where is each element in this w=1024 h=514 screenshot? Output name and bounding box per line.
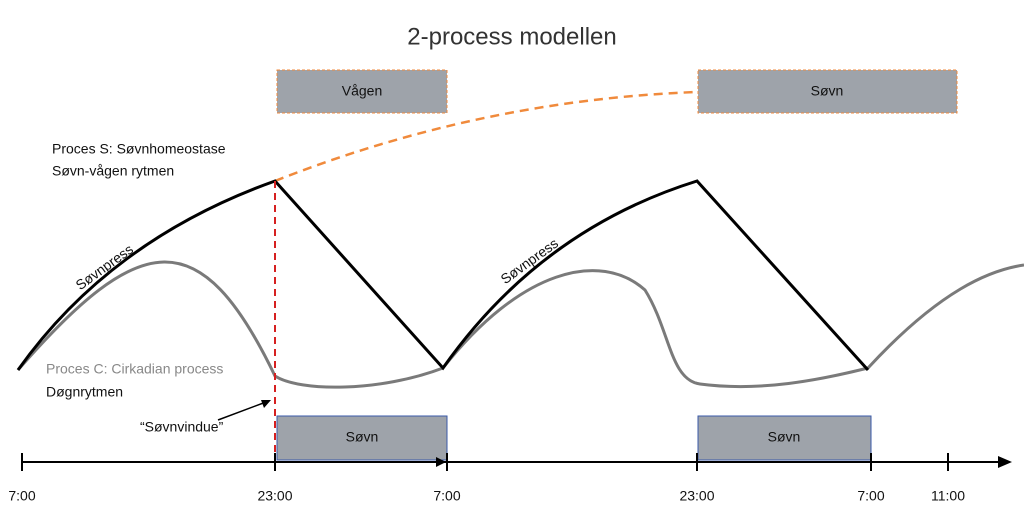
time-label: 7:00 [857, 488, 884, 504]
process-s-title: Proces S: Søvnhomeostase [52, 141, 226, 157]
window-label: “Søvnvindue” [140, 419, 224, 435]
time-label: 23:00 [257, 488, 292, 504]
axis-arrow [998, 456, 1012, 468]
box [276, 415, 448, 461]
box-label: Søvn [768, 429, 801, 445]
process-s-subtitle: Søvn-vågen rytmen [52, 163, 174, 179]
projection [274, 90, 698, 183]
process-c-title: Proces C: Cirkadian process [46, 361, 223, 377]
box-label: Vågen [342, 83, 382, 99]
pointer [217, 401, 267, 421]
time-label: 23:00 [679, 488, 714, 504]
box [697, 69, 958, 114]
process-s-curve [16, 179, 870, 372]
process-c-subtitle: Døgnrytmen [46, 384, 123, 400]
box-label: Søvn [346, 429, 379, 445]
ticks: 7:00 23:00 7:00 23:00 7:00 11:00 [8, 453, 965, 504]
time-label: 7:00 [433, 488, 460, 504]
axis-arrow [436, 457, 446, 467]
process-c-curve [16, 260, 1024, 389]
box [697, 415, 872, 461]
title: 2-process modellen [407, 23, 616, 50]
time-label: 7:00 [8, 488, 35, 504]
box-label: Søvn [811, 83, 844, 99]
box [276, 69, 448, 114]
time-label: 11:00 [931, 488, 965, 504]
pointer-head [261, 400, 271, 408]
